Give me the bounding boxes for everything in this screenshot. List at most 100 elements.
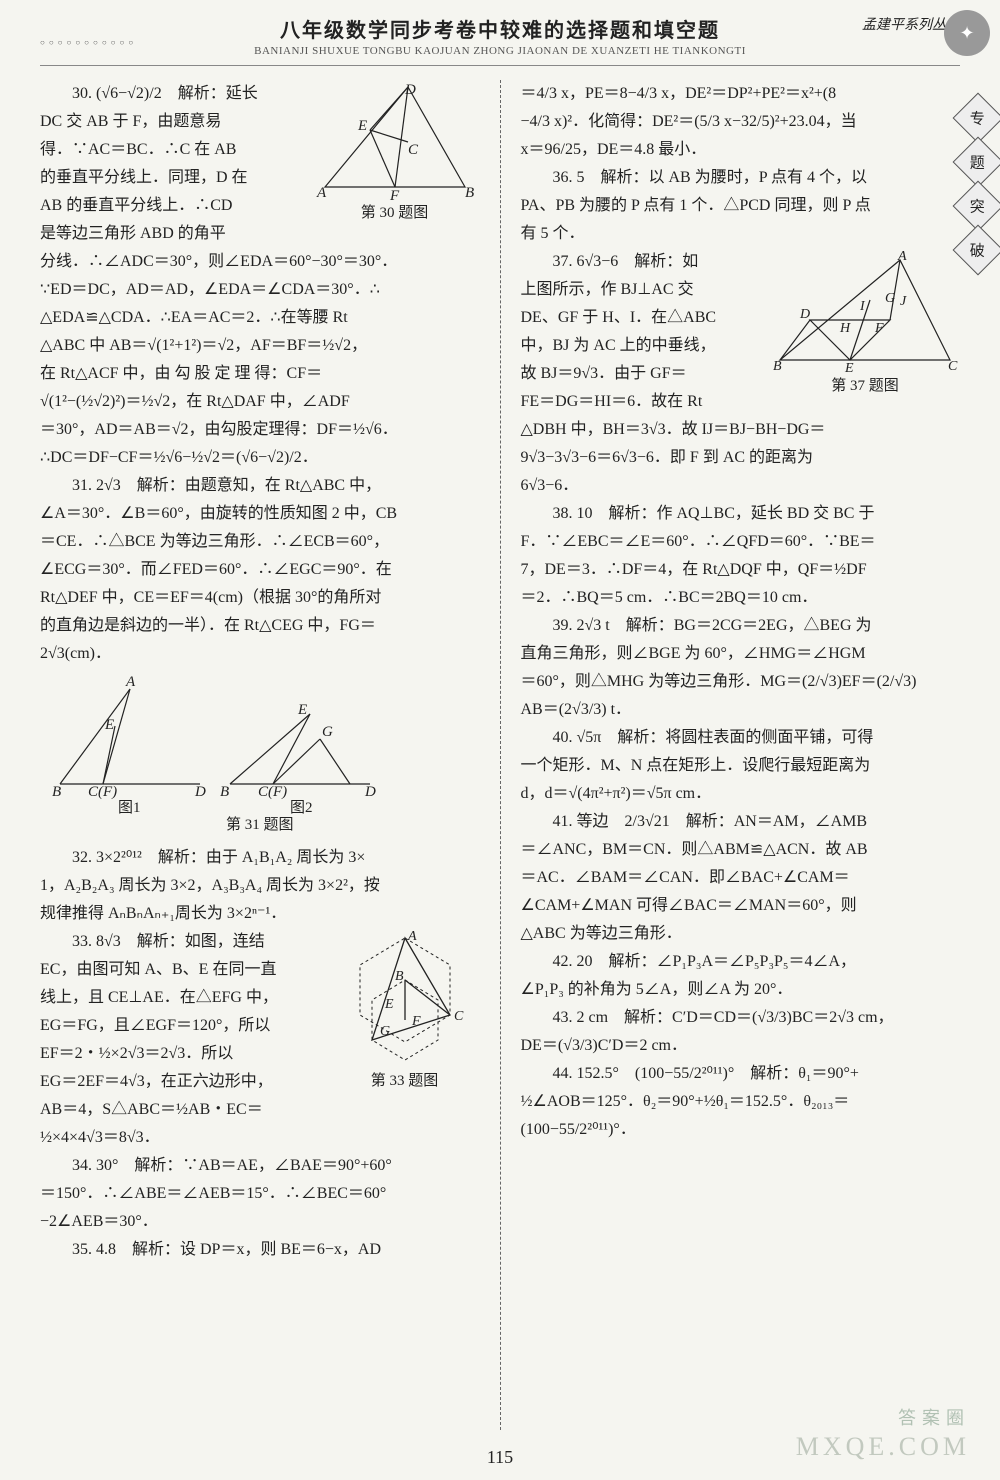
svg-text:图1: 图1 <box>118 799 141 814</box>
solution-text: ∠CAM+∠MAN 可得∠BAC＝∠MAN＝60°，则 <box>521 892 961 920</box>
solution-text: 直角三角形，则∠BGE 为 60°，∠HMG＝∠HGM <box>521 640 961 668</box>
solution-text: 1，A₂B₂A₃ 周长为 3×2，A₃B₃A₄ 周长为 3×2²，按 <box>40 872 480 900</box>
solution-text: −4/3 x)²．化简得：DE²＝(5/3 x−32/5)²+23.04，当 <box>521 108 961 136</box>
figure-30-caption: 第 30 题图 <box>310 200 480 226</box>
svg-text:J: J <box>900 294 907 309</box>
svg-text:D: D <box>799 307 810 322</box>
svg-text:B: B <box>773 359 782 374</box>
solution-text: AB＝(2√3/3) t． <box>521 696 961 724</box>
solution-text: 32. 3×2²⁰¹² 解析：由于 A₁B₁A₂ 周长为 3× <box>40 844 480 872</box>
solution-text: ＝AC．∠BAM＝∠CAN．即∠BAC+∠CAM＝ <box>521 864 961 892</box>
side-tabs: 专 题 突 破 <box>960 100 996 268</box>
solution-text: x＝96/25，DE＝4.8 最小． <box>521 136 961 164</box>
svg-text:F: F <box>411 1014 421 1029</box>
svg-text:D: D <box>404 82 416 98</box>
solution-text: 31. 2√3 解析：由题意知，在 Rt△ABC 中， <box>40 472 480 500</box>
solution-text: 2√3(cm)． <box>40 640 480 668</box>
svg-text:C: C <box>454 1009 464 1024</box>
right-column: ＝4/3 x，PE＝8−4/3 x，DE²＝DP²+PE²＝x²+(8 −4/3… <box>521 80 961 1430</box>
solution-text: ＝60°，则△MHG 为等边三角形．MG＝(2/√3)EF＝(2/√3) <box>521 668 961 696</box>
svg-text:C: C <box>948 359 958 374</box>
solution-text: AB＝4，S△ABC＝½AB・EC＝½×4×4√3＝8√3． <box>40 1096 480 1152</box>
watermark-url: MXQE.COM <box>796 1432 970 1462</box>
solution-text: 35. 4.8 解析：设 DP＝x，则 BE＝6−x，AD <box>40 1236 480 1264</box>
figure-33-caption: 第 33 题图 <box>330 1068 480 1094</box>
figure-31-caption: 第 31 题图 <box>40 812 480 838</box>
solution-text: 40. √5π 解析：将圆柱表面的侧面平铺，可得 <box>521 724 961 752</box>
svg-text:A: A <box>125 674 136 690</box>
solution-text: ＝4/3 x，PE＝8−4/3 x，DE²＝DP²+PE²＝x²+(8 <box>521 80 961 108</box>
svg-text:C(F): C(F) <box>258 784 287 800</box>
left-column: A B C D E F 第 30 题图 30. (√6−√2)/2 解析：延长 … <box>40 80 480 1430</box>
figure-37: A B C D E F G H I J 第 37 题图 <box>770 250 960 399</box>
solution-text: 9√3−3√3−6＝6√3−6．即 F 到 AC 的距离为 <box>521 444 961 472</box>
solution-text: 在 Rt△ACF 中，由 勾 股 定 理 得：CF＝ <box>40 360 480 388</box>
svg-text:F: F <box>874 321 884 336</box>
svg-text:A: A <box>407 930 417 944</box>
solution-text: ＝30°，AD＝AB＝√2，由勾股定理得：DF＝½√6． <box>40 416 480 444</box>
solution-text: √(1²−(½√2)²)＝½√2，在 Rt△DAF 中，∠ADF <box>40 388 480 416</box>
svg-text:B: B <box>220 784 229 800</box>
solution-text: ＝∠ANC，BM＝CN．则△ABM≌△ACN．故 AB <box>521 836 961 864</box>
page-title: 八年级数学同步考卷中较难的选择题和填空题 <box>280 14 720 43</box>
svg-text:E: E <box>297 702 307 718</box>
svg-text:E: E <box>357 118 367 134</box>
pinyin-subtitle: BANIANJI SHUXUE TONGBU KAOJUAN ZHONG JIA… <box>40 45 960 57</box>
svg-text:C: C <box>408 142 419 158</box>
svg-text:A: A <box>897 250 907 264</box>
svg-text:H: H <box>839 321 851 336</box>
solution-text: 34. 30° 解析：∵AB＝AE，∠BAE＝90°+60° <box>40 1152 480 1180</box>
solution-text: 6√3−6． <box>521 472 961 500</box>
svg-text:A: A <box>316 185 327 201</box>
watermark-text: 答案圈 <box>898 1404 970 1430</box>
solution-text: ∴DC＝DF−CF＝½√6−½√2＝(√6−√2)/2． <box>40 444 480 472</box>
svg-text:G: G <box>322 724 333 740</box>
svg-text:E: E <box>384 997 394 1012</box>
svg-text:I: I <box>859 299 866 314</box>
solution-text: 分线．∴∠ADC＝30°，则∠EDA＝60°−30°＝30°． <box>40 248 480 276</box>
solution-text: 规律推得 AₙBₙAₙ₊₁周长为 3×2ⁿ⁻¹． <box>40 900 480 928</box>
solution-text: △ABC 为等边三角形． <box>521 920 961 948</box>
solution-text: ∠P₁P₃ 的补角为 5∠A，则∠A 为 20°． <box>521 976 961 1004</box>
solution-text: 43. 2 cm 解析：C′D＝CD＝(√3/3)BC＝2√3 cm， <box>521 1004 961 1032</box>
solution-text: 44. 152.5° (100−55/2²⁰¹¹)° 解析：θ₁＝90°+ <box>521 1060 961 1088</box>
solution-text: ∠A＝30°．∠B＝60°，由旋转的性质知图 2 中，CB <box>40 500 480 528</box>
solution-text: 一个矩形．M、N 点在矩形上．设爬行最短距离为 <box>521 752 961 780</box>
solution-text: ½∠AOB＝125°．θ₂＝90°+½θ₁＝152.5°．θ₂₀₁₃＝ <box>521 1088 961 1116</box>
svg-text:C(F): C(F) <box>88 784 117 800</box>
svg-text:B: B <box>52 784 61 800</box>
solution-text: 41. 等边 2/3√21 解析：AN＝AM，∠AMB <box>521 808 961 836</box>
solution-text: △DBH 中，BH＝3√3．故 IJ＝BJ−BH−DG＝ <box>521 416 961 444</box>
solution-text: d，d＝√(4π²+π²)＝√5π cm． <box>521 780 961 808</box>
solution-text: 39. 2√3 t 解析：BG＝2CG＝2EG，△BEG 为 <box>521 612 961 640</box>
solution-text: 有 5 个． <box>521 220 961 248</box>
page-number: 115 <box>487 1447 513 1468</box>
svg-text:D: D <box>194 784 206 800</box>
solution-text: ＝CE．∴△BCE 为等边三角形．∴∠ECB＝60°， <box>40 528 480 556</box>
svg-text:E: E <box>104 717 114 733</box>
solution-text: ＝150°．∴∠ABE＝∠AEB＝15°．∴∠BEC＝60° <box>40 1180 480 1208</box>
solution-text: ∵ED＝DC，AD＝AD，∠EDA＝∠CDA＝30°．∴ <box>40 276 480 304</box>
column-divider <box>500 80 501 1430</box>
solution-text: 38. 10 解析：作 AQ⊥BC，延长 BD 交 BC 于 <box>521 500 961 528</box>
solution-text: 42. 20 解析：∠P₁P₃A＝∠P₅P₃P₅＝4∠A， <box>521 948 961 976</box>
solution-text: 36. 5 解析：以 AB 为腰时，P 点有 4 个，以 <box>521 164 961 192</box>
solution-text: ∠ECG＝30°．而∠FED＝60°．∴∠EGC＝90°．在 <box>40 556 480 584</box>
svg-text:G: G <box>885 291 895 306</box>
solution-text: F．∵∠EBC＝∠E＝60°．∴∠QFD＝60°．∵BE＝ <box>521 528 961 556</box>
figure-31: A B C(F) D E B C(F) D E G 图1 图2 <box>40 674 480 838</box>
svg-text:G: G <box>380 1024 390 1039</box>
solution-text: −2∠AEB＝30°． <box>40 1208 480 1236</box>
solution-text: 的直角边是斜边的一半）．在 Rt△CEG 中，FG＝ <box>40 612 480 640</box>
solution-text: ＝2．∴BQ＝5 cm．∴BC＝2BQ＝10 cm． <box>521 584 961 612</box>
solution-text: △EDA≌△CDA．∴EA＝AC＝2．∴在等腰 Rt <box>40 304 480 332</box>
figure-30: A B C D E F 第 30 题图 <box>310 82 480 226</box>
solution-text: (100−55/2²⁰¹¹)°． <box>521 1116 961 1144</box>
solution-text: 7，DE＝3．∴DF＝4，在 Rt△DQF 中，QF＝½DF <box>521 556 961 584</box>
svg-text:B: B <box>465 185 474 201</box>
figure-37-caption: 第 37 题图 <box>770 373 960 399</box>
figure-33: A B C E F G 第 33 题图 <box>330 930 480 1094</box>
solution-text: PA、PB 为腰的 P 点有 1 个．△PCD 同理，则 P 点 <box>521 192 961 220</box>
svg-text:B: B <box>395 969 404 984</box>
page-header: 八年级数学同步考卷中较难的选择题和填空题 孟建平系列丛书 BANIANJI SH… <box>40 10 960 66</box>
